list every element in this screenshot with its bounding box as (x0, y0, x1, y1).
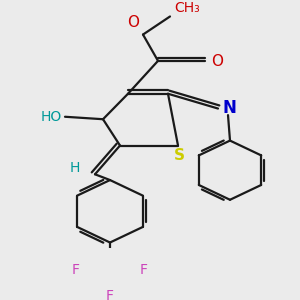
Text: O: O (211, 54, 223, 69)
Text: O: O (127, 15, 139, 30)
Text: F: F (140, 263, 148, 278)
Text: HO: HO (41, 110, 62, 124)
Text: H: H (70, 161, 80, 175)
Text: S: S (173, 148, 184, 163)
Text: CH₃: CH₃ (174, 1, 200, 15)
Text: N: N (222, 99, 236, 117)
Text: F: F (72, 263, 80, 278)
Text: F: F (106, 289, 114, 300)
